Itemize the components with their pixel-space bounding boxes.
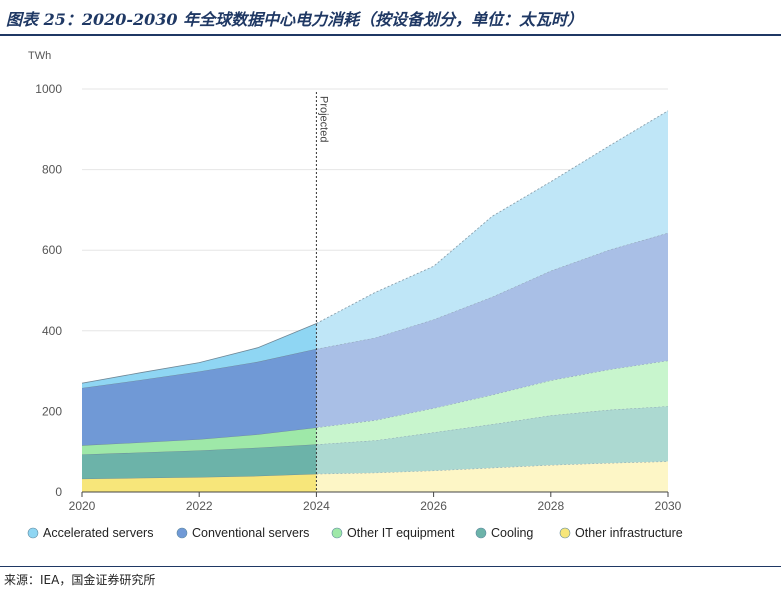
legend-label: Conventional servers [192, 526, 309, 540]
axis-layer: 0 200 400 600 800 1000 TWh 2020 2022 2024 2026 2028… [28, 50, 682, 513]
y-tick-label: 0 [55, 485, 62, 499]
y-tick-label: 200 [42, 404, 62, 418]
legend-item: Other infrastructure [559, 526, 683, 540]
legend-label: Other infrastructure [575, 526, 683, 540]
x-tick-label: 2030 [655, 499, 682, 513]
legend-label: Other IT equipment [347, 526, 455, 540]
area-cooling-historical [82, 444, 317, 479]
legend-swatch [27, 527, 39, 539]
legend-label: Cooling [491, 526, 533, 540]
projection-label: Projected [317, 96, 329, 142]
area-conventional-servers-historical [82, 348, 317, 446]
area-other-it-equipment-projected [316, 360, 668, 445]
x-tick-label: 2026 [420, 499, 447, 513]
legend-item: Conventional servers [176, 526, 309, 540]
x-tick-label: 2020 [69, 499, 96, 513]
series-line-accelerated-servers-projected [316, 110, 669, 324]
legend-swatch [331, 527, 343, 539]
area-conventional-servers-projected [316, 232, 668, 428]
figure-title: 图表 25：2020-2030 年全球数据中心电力消耗（按设备划分，单位：太瓦时… [6, 10, 584, 29]
area-layer [81, 110, 669, 492]
stacked-area-chart: 0 200 400 600 800 1000 TWh 2020 2022 2024 2026 2028… [27, 50, 683, 540]
area-other-infrastructure-historical [82, 473, 317, 492]
legend-swatch [475, 527, 487, 539]
legend-item: Cooling [475, 526, 533, 540]
area-other-it-equipment-historical [82, 427, 317, 455]
area-accelerated-servers-historical [82, 323, 317, 388]
series-line-accelerated-servers-historical [81, 323, 317, 384]
y-unit-label: TWh [28, 50, 51, 62]
source-divider [0, 566, 781, 567]
legend: Accelerated servers Conventional servers O… [27, 526, 683, 540]
legend-swatch [176, 527, 188, 539]
legend-label: Accelerated servers [43, 526, 153, 540]
area-accelerated-servers-projected [316, 110, 668, 349]
x-tick-label: 2022 [186, 499, 213, 513]
area-cooling-projected [316, 406, 668, 474]
y-tick-label: 1000 [35, 82, 62, 96]
x-tick-label: 2028 [537, 499, 564, 513]
legend-item: Accelerated servers [27, 526, 153, 540]
y-tick-label: 600 [42, 243, 62, 257]
legend-swatch [559, 527, 571, 539]
y-tick-label: 800 [42, 163, 62, 177]
y-tick-label: 400 [42, 324, 62, 338]
source-note: 来源：IEA，国金证券研究所 [4, 573, 156, 587]
area-other-infrastructure-projected [316, 461, 668, 492]
legend-item: Other IT equipment [331, 526, 455, 540]
x-tick-label: 2024 [303, 499, 330, 513]
title-divider [0, 34, 781, 36]
